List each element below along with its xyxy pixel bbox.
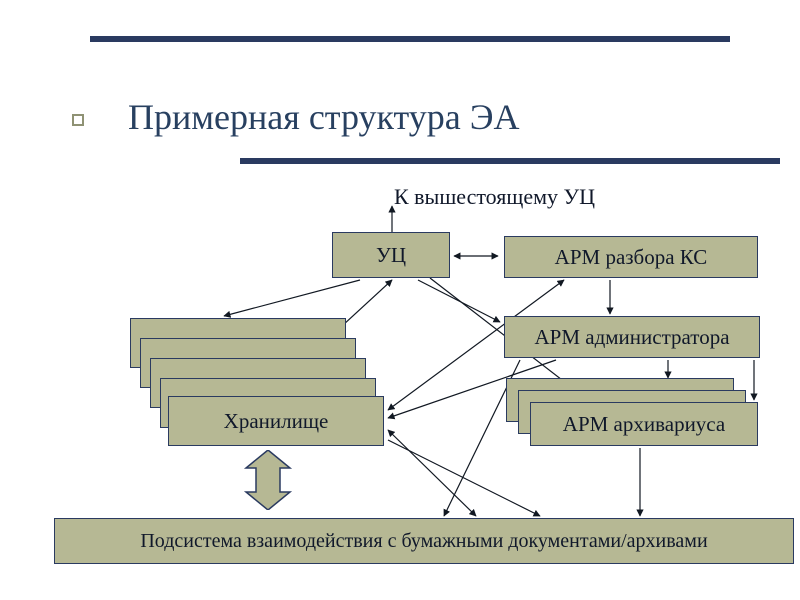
slide-title: Примерная структура ЭА: [128, 96, 520, 138]
big-double-arrow-icon: [232, 450, 304, 510]
edges-layer: [0, 0, 800, 600]
node-arm-ks: АРМ разбора КС: [504, 236, 758, 278]
label-to-superior: К вышестоящему УЦ: [394, 184, 595, 210]
node-storage: Хранилище: [168, 396, 384, 446]
node-uc: УЦ: [332, 232, 450, 278]
top-rule: [90, 36, 730, 42]
node-paper-subsystem: Подсистема взаимодействия с бумажными до…: [54, 518, 794, 564]
node-arm-admin: АРМ администратора: [504, 316, 760, 358]
title-bullet-icon: [72, 114, 84, 126]
title-underline: [240, 158, 780, 164]
node-arm-archivist: АРМ архивариуса: [530, 402, 758, 446]
diagram-stage: Примерная структура ЭА К вышестоящему УЦ…: [0, 0, 800, 600]
